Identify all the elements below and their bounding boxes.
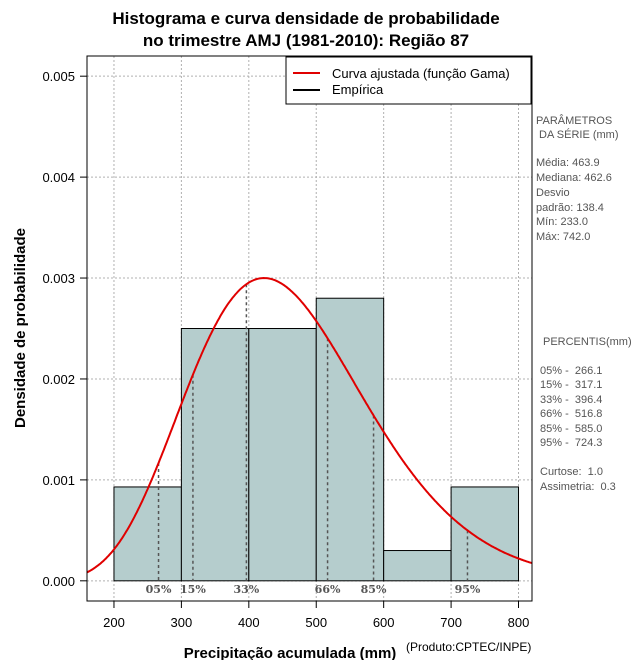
percentile-label-95: 95% (455, 583, 481, 596)
percentil-15: 15% - 317.1 (540, 379, 602, 391)
param-mean: Média: 463.9 (536, 157, 600, 169)
y-tick-label-3: 0.003 (42, 271, 75, 286)
param-median: Mediana: 462.6 (536, 172, 612, 184)
histogram-bar-2 (248, 328, 317, 582)
curtose: Curtose: 1.0 (540, 466, 603, 478)
credit-text: (Produto:CPTEC/INPE) (406, 640, 531, 654)
percentile-label-15: 15% (180, 583, 206, 596)
histogram-bar-5 (450, 486, 520, 582)
percentile-label-05: 05% (146, 583, 172, 596)
histogram-bars (113, 297, 520, 582)
percentile-label-33: 33% (234, 583, 260, 596)
x-tick-label-700: 700 (440, 615, 462, 630)
legend-box (285, 56, 532, 105)
param-min: Mín: 233.0 (536, 216, 588, 228)
gamma-curve-layer (86, 276, 533, 574)
params-title-line-2: DA SÉRIE (mm) (536, 128, 619, 141)
histogram-bar-4 (383, 550, 452, 582)
histogram-bar-1 (180, 328, 250, 582)
percentil-05: 05% - 266.1 (540, 365, 602, 377)
y-tick-label-4: 0.004 (42, 170, 75, 185)
percentil-33: 33% - 396.4 (540, 394, 602, 406)
gamma-curve (86, 276, 533, 574)
legend-label-gamma: Curva ajustada (função Gama) (332, 66, 510, 81)
percentile-label-66: 66% (315, 583, 341, 596)
legend: Curva ajustada (função Gama) Empírica (285, 56, 532, 105)
y-tick-label-0: 0.000 (42, 574, 75, 589)
x-tick-label-500: 500 (305, 615, 327, 630)
y-axis-label: Densidade de probabilidade (12, 228, 29, 428)
x-tick-label-200: 200 (103, 615, 125, 630)
plot-frame (86, 55, 533, 602)
y-tick-label-1: 0.001 (42, 473, 75, 488)
assimetria: Assimetria: 0.3 (540, 481, 616, 493)
percentiles-panel: PERCENTIS(mm) 05% - 266.1 15% - 317.1 33… (540, 336, 632, 493)
chart-title-line-2: no trimestre AMJ (1981-2010): Região 87 (143, 31, 469, 50)
x-tick-label-800: 800 (508, 615, 530, 630)
y-tick-label-2: 0.002 (42, 372, 75, 387)
chart-title-line-1: Histograma e curva densidade de probabil… (112, 9, 499, 28)
x-tick-label-400: 400 (238, 615, 260, 630)
percentile-lines: 05% 15% 33% 66% 85% 95% (146, 284, 481, 596)
series-parameters-panel: PARÂMETROS DA SÉRIE (mm) Média: 463.9 Me… (536, 114, 619, 243)
legend-label-empirical: Empírica (332, 82, 384, 97)
percentil-85: 85% - 585.0 (540, 423, 602, 435)
percentile-label-85: 85% (361, 583, 387, 596)
x-axis-label: Precipitação acumulada (mm) (184, 645, 397, 660)
param-sd-value: padrão: 138.4 (536, 202, 604, 214)
y-tick-label-5: 0.005 (42, 69, 75, 84)
x-tick-label-300: 300 (171, 615, 193, 630)
histogram-bar-0 (113, 486, 182, 582)
percentil-95: 95% - 724.3 (540, 437, 602, 449)
param-sd-label: Desvio (536, 187, 570, 199)
param-max: Máx: 742.0 (536, 231, 590, 243)
percentis-title: PERCENTIS(mm) (543, 336, 632, 348)
percentil-66: 66% - 516.8 (540, 408, 602, 420)
params-title-line-1: PARÂMETROS (536, 114, 612, 127)
x-tick-label-600: 600 (373, 615, 395, 630)
